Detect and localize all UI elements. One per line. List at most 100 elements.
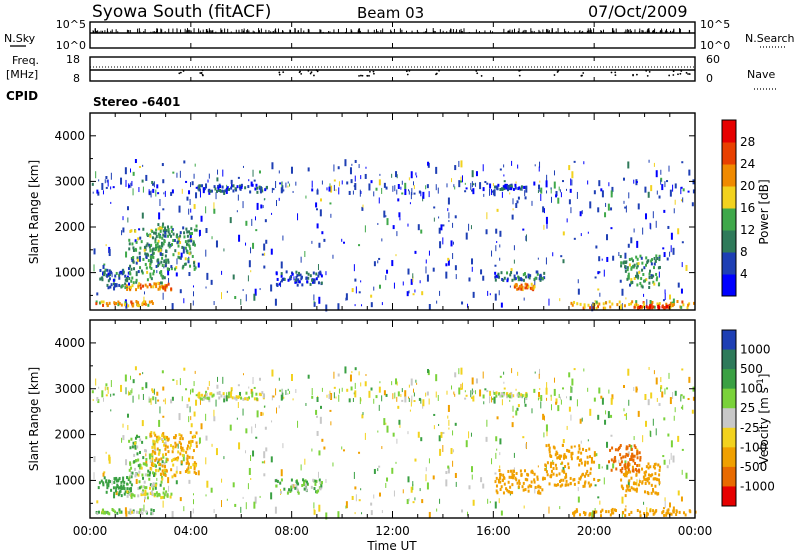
data-cell (150, 285, 153, 289)
data-cell (294, 486, 297, 490)
data-cell (151, 454, 154, 458)
data-cell (142, 257, 145, 261)
data-cell (154, 486, 157, 490)
data-cell (650, 483, 653, 487)
scatter-cell (560, 255, 563, 258)
scatter-cell (639, 478, 641, 481)
scatter-cell (278, 170, 280, 174)
data-cell (174, 441, 177, 445)
scatter-cell (264, 460, 266, 464)
scatter-cell (660, 179, 662, 185)
data-cell (219, 185, 222, 189)
data-cell (123, 492, 126, 496)
scatter-cell (623, 408, 625, 412)
scatter-cell (120, 384, 123, 392)
scatter-cell (662, 247, 665, 250)
data-cell (137, 301, 140, 305)
scatter-cell (447, 257, 450, 261)
data-cell (160, 241, 163, 245)
data-cell (309, 274, 312, 278)
scatter-cell (221, 500, 223, 508)
data-cell (124, 286, 127, 290)
data-cell (537, 491, 540, 495)
scatter-cell (287, 388, 289, 391)
data-cell (511, 278, 514, 282)
data-cell (645, 305, 648, 309)
nsky-spikes (92, 28, 691, 33)
scatter-cell (316, 208, 319, 211)
data-cell (198, 394, 201, 398)
data-cell (192, 463, 195, 467)
scatter-cell (437, 394, 439, 401)
data-cell (499, 480, 502, 484)
scatter-cell (492, 183, 494, 187)
data-cell (137, 487, 140, 491)
scatter-cell (381, 395, 383, 402)
scatter-cell (650, 223, 652, 230)
scatter-cell (256, 410, 259, 418)
scatter-cell (186, 404, 189, 409)
data-cell (160, 270, 163, 274)
data-cell (134, 472, 137, 476)
data-cell (200, 393, 203, 397)
scatter-cell (503, 371, 505, 375)
data-cell (563, 454, 566, 458)
scatter-cell (258, 377, 261, 381)
y-tick-label: 4000 (54, 129, 85, 143)
scatter-cell (670, 452, 672, 460)
scatter-cell (138, 255, 141, 262)
scatter-cell (577, 487, 579, 492)
data-cell (524, 393, 527, 397)
nsky-tick-bottom: 10^0 (56, 39, 86, 52)
data-cell (154, 458, 157, 462)
data-cell (151, 301, 154, 305)
scatter-cell (186, 250, 189, 255)
scatter-cell (470, 182, 472, 190)
scatter-cell (97, 399, 100, 404)
scatter-cell (425, 467, 427, 472)
scatter-cell (503, 180, 506, 183)
scatter-cell (526, 442, 528, 450)
data-cell (123, 487, 126, 491)
scatter-cell (570, 178, 572, 186)
data-cell (636, 262, 639, 266)
colorbar-segment (722, 408, 736, 429)
data-cell (142, 227, 145, 231)
scatter-cell (580, 233, 582, 237)
data-cell (163, 495, 166, 499)
scatter-cell (649, 300, 652, 305)
scatter-cell (685, 472, 688, 479)
data-cell (149, 459, 152, 463)
data-cell (513, 285, 516, 289)
scatter-cell (193, 204, 196, 210)
data-cell (216, 391, 219, 395)
data-cell (658, 473, 661, 477)
data-cell (305, 488, 308, 492)
data-cell (249, 190, 252, 194)
data-cell (315, 277, 318, 281)
scatter-cell (652, 211, 654, 219)
data-cell (513, 277, 516, 281)
data-cell (658, 468, 661, 472)
scatter-cell (606, 464, 609, 470)
scatter-cell (486, 182, 489, 185)
data-cell (98, 301, 101, 305)
freq-label: Freq. (12, 54, 39, 67)
data-cell (164, 435, 167, 439)
data-cell (142, 284, 145, 288)
scatter-cell (546, 382, 548, 390)
data-cell (578, 463, 581, 467)
data-cell (255, 183, 258, 187)
data-cell (137, 284, 140, 288)
data-cell (132, 248, 135, 252)
data-cell (121, 486, 124, 490)
data-cell (133, 460, 136, 464)
data-cell (244, 186, 247, 190)
data-cell (108, 512, 111, 516)
scatter-cell (579, 418, 582, 424)
data-cell (522, 481, 525, 485)
data-cell (646, 512, 649, 516)
colorbar-segment (722, 186, 736, 209)
data-cell (593, 477, 596, 481)
